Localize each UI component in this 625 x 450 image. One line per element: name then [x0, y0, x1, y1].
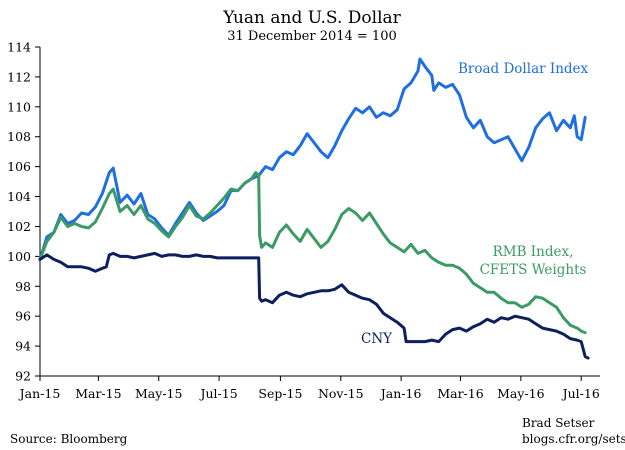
y-tick-label: 92	[15, 369, 31, 384]
x-tick-label: May-15	[135, 386, 182, 401]
x-tick-label: Jul-15	[198, 386, 237, 401]
series-line-rmb-index-cfets-weights	[38, 171, 587, 335]
x-tick-label: Sep-15	[258, 386, 302, 401]
chart-subtitle: 31 December 2014 = 100	[227, 29, 397, 44]
source-note: Source: Bloomberg	[10, 432, 128, 446]
y-tick-label: 96	[15, 309, 31, 324]
x-tick-label: Nov-15	[318, 386, 364, 401]
x-tick-label: Mar-15	[75, 386, 121, 401]
y-tick-label: 110	[7, 99, 31, 114]
rmb-index-label-line2: CFETS Weights	[480, 262, 587, 278]
x-tick-label: Jan-16	[379, 386, 422, 401]
y-tick-label: 102	[7, 219, 31, 234]
x-tick-label: Mar-16	[437, 386, 483, 401]
x-ticks: Jan-15 Mar-15 May-15 Jul-15 Sep-15 Nov-15 Jan-…	[18, 376, 600, 401]
y-ticks: 92 94 96 98 100 102 104 106 108 110 112 114	[7, 40, 40, 384]
y-tick-label: 108	[7, 129, 31, 144]
y-tick-label: 100	[7, 249, 31, 264]
y-tick-label: 112	[7, 69, 31, 84]
credit-url: blogs.cfr.org/setser	[522, 432, 625, 446]
credit-name: Brad Setser	[522, 416, 595, 430]
y-tick-label: 104	[7, 189, 31, 204]
x-tick-label: Jul-16	[561, 386, 600, 401]
rmb-index-label-line1: RMB Index,	[493, 244, 574, 260]
x-tick-label: Jan-15	[18, 386, 61, 401]
x-tick-label: May-16	[497, 386, 544, 401]
series-lines	[38, 57, 590, 360]
plot-area: 92 94 96 98 100 102 104 106 108 110 112 114 Jan-15 M…	[7, 40, 600, 401]
cny-label: CNY	[361, 331, 393, 347]
broad-dollar-label: Broad Dollar Index	[458, 61, 589, 77]
y-tick-label: 106	[7, 159, 31, 174]
y-tick-label: 94	[15, 339, 31, 354]
series-line-broad-dollar-index	[38, 57, 587, 261]
chart-title: Yuan and U.S. Dollar	[222, 8, 401, 28]
y-tick-label: 114	[7, 40, 31, 55]
y-tick-label: 98	[15, 279, 31, 294]
series-line-cny	[38, 251, 590, 360]
